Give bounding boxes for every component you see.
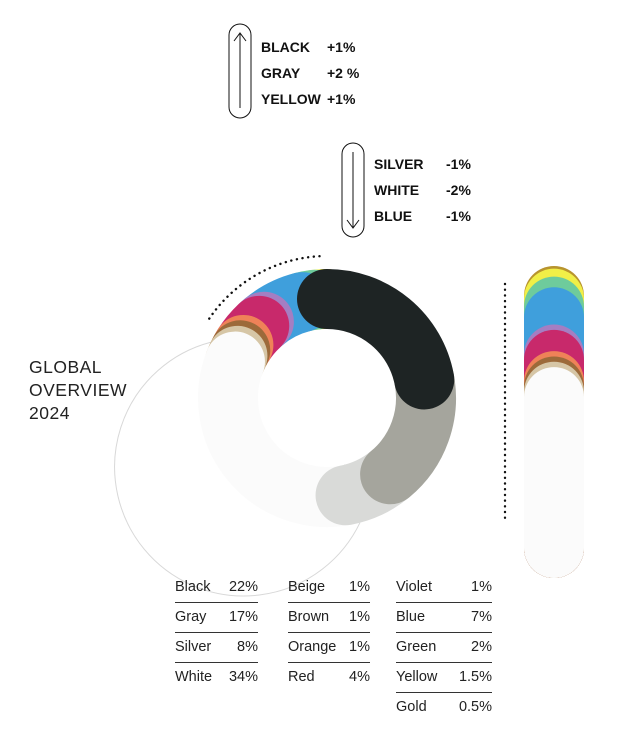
legend-name: Silver <box>175 639 212 655</box>
legend-name: Beige <box>288 579 326 595</box>
legend-name: Gray <box>175 609 207 625</box>
legend-percent: 1% <box>349 639 370 655</box>
legend-item: Gray 17% <box>175 603 258 633</box>
legend-name: Brown <box>288 609 330 625</box>
legend-item: Orange 1% <box>288 633 370 663</box>
dotted-arc-decoration <box>208 254 324 320</box>
increase-value: +1% <box>327 39 356 55</box>
increase-name: BLACK <box>261 39 310 55</box>
decrease-group: SILVER -1% WHITE -2% BLUE -1% <box>341 142 471 238</box>
chart-title: GLOBAL OVERVIEW 2024 <box>29 356 127 425</box>
legend-item: Yellow 1.5% <box>396 663 492 693</box>
title-line: 2024 <box>29 403 70 423</box>
legend-percent: 0.5% <box>458 699 492 715</box>
legend-percent: 8% <box>237 639 258 655</box>
legend-percent: 4% <box>349 669 370 685</box>
legend-name: Violet <box>396 579 433 595</box>
legend-item: Brown 1% <box>288 603 370 633</box>
legend-name: Black <box>175 579 211 595</box>
legend-column-3: Violet 1% Blue 7% Green 2% Yellow 1.5% Gold 0… <box>396 573 492 723</box>
increase-value: +1% <box>327 91 356 107</box>
increase-value: +2 % <box>327 65 360 81</box>
legend-percent: 1% <box>349 579 370 595</box>
legend-percent: 22% <box>228 579 258 595</box>
legend-item: Black 22% <box>175 573 258 603</box>
legend-column-2: Beige 1% Brown 1% Orange 1% Red 4% <box>288 573 370 693</box>
legend-name: White <box>175 669 213 685</box>
legend-percent: 1.5% <box>458 669 492 685</box>
legend-item: White 34% <box>175 663 258 693</box>
legend-column-1: Black 22% Gray 17% Silver 8% White 34% <box>175 573 258 693</box>
increase-name: GRAY <box>261 65 301 81</box>
decrease-value: -1% <box>446 156 471 172</box>
legend-name: Orange <box>288 639 337 655</box>
increase-name: YELLOW <box>261 91 322 107</box>
legend-item: Gold 0.5% <box>396 693 492 723</box>
donut-segment-black <box>297 269 455 410</box>
legend-name: Gold <box>396 699 427 715</box>
title-line: GLOBAL <box>29 357 103 377</box>
legend-percent: 17% <box>228 609 258 625</box>
donut-outer-outline <box>114 341 361 597</box>
legend-name: Red <box>288 669 315 685</box>
stacked-color-bar <box>524 266 584 578</box>
legend-item: Silver 8% <box>175 633 258 663</box>
legend-item: Beige 1% <box>288 573 370 603</box>
decrease-name: BLUE <box>374 208 412 224</box>
legend-name: Green <box>396 639 437 655</box>
legend-item: Green 2% <box>396 633 492 663</box>
legend-percent: 1% <box>349 609 370 625</box>
bar-segment-white <box>524 367 584 578</box>
decrease-value: -2% <box>446 182 471 198</box>
decrease-value: -1% <box>446 208 471 224</box>
down-arrow-head <box>346 219 360 229</box>
decrease-name: SILVER <box>374 156 424 172</box>
decrease-name: WHITE <box>374 182 419 198</box>
legend-percent: 1% <box>471 579 492 595</box>
legend-name: Blue <box>396 609 426 625</box>
legend-item: Violet 1% <box>396 573 492 603</box>
legend-percent: 7% <box>471 609 492 625</box>
up-arrow-head <box>233 32 247 42</box>
donut-chart <box>114 269 456 597</box>
legend-percent: 2% <box>471 639 492 655</box>
title-line: OVERVIEW <box>29 380 128 400</box>
legend-percent: 34% <box>228 669 258 685</box>
legend-item: Red 4% <box>288 663 370 693</box>
legend-item: Blue 7% <box>396 603 492 633</box>
legend-name: Yellow <box>396 669 438 685</box>
increase-group: BLACK +1% GRAY +2 % YELLOW +1% <box>228 23 360 119</box>
